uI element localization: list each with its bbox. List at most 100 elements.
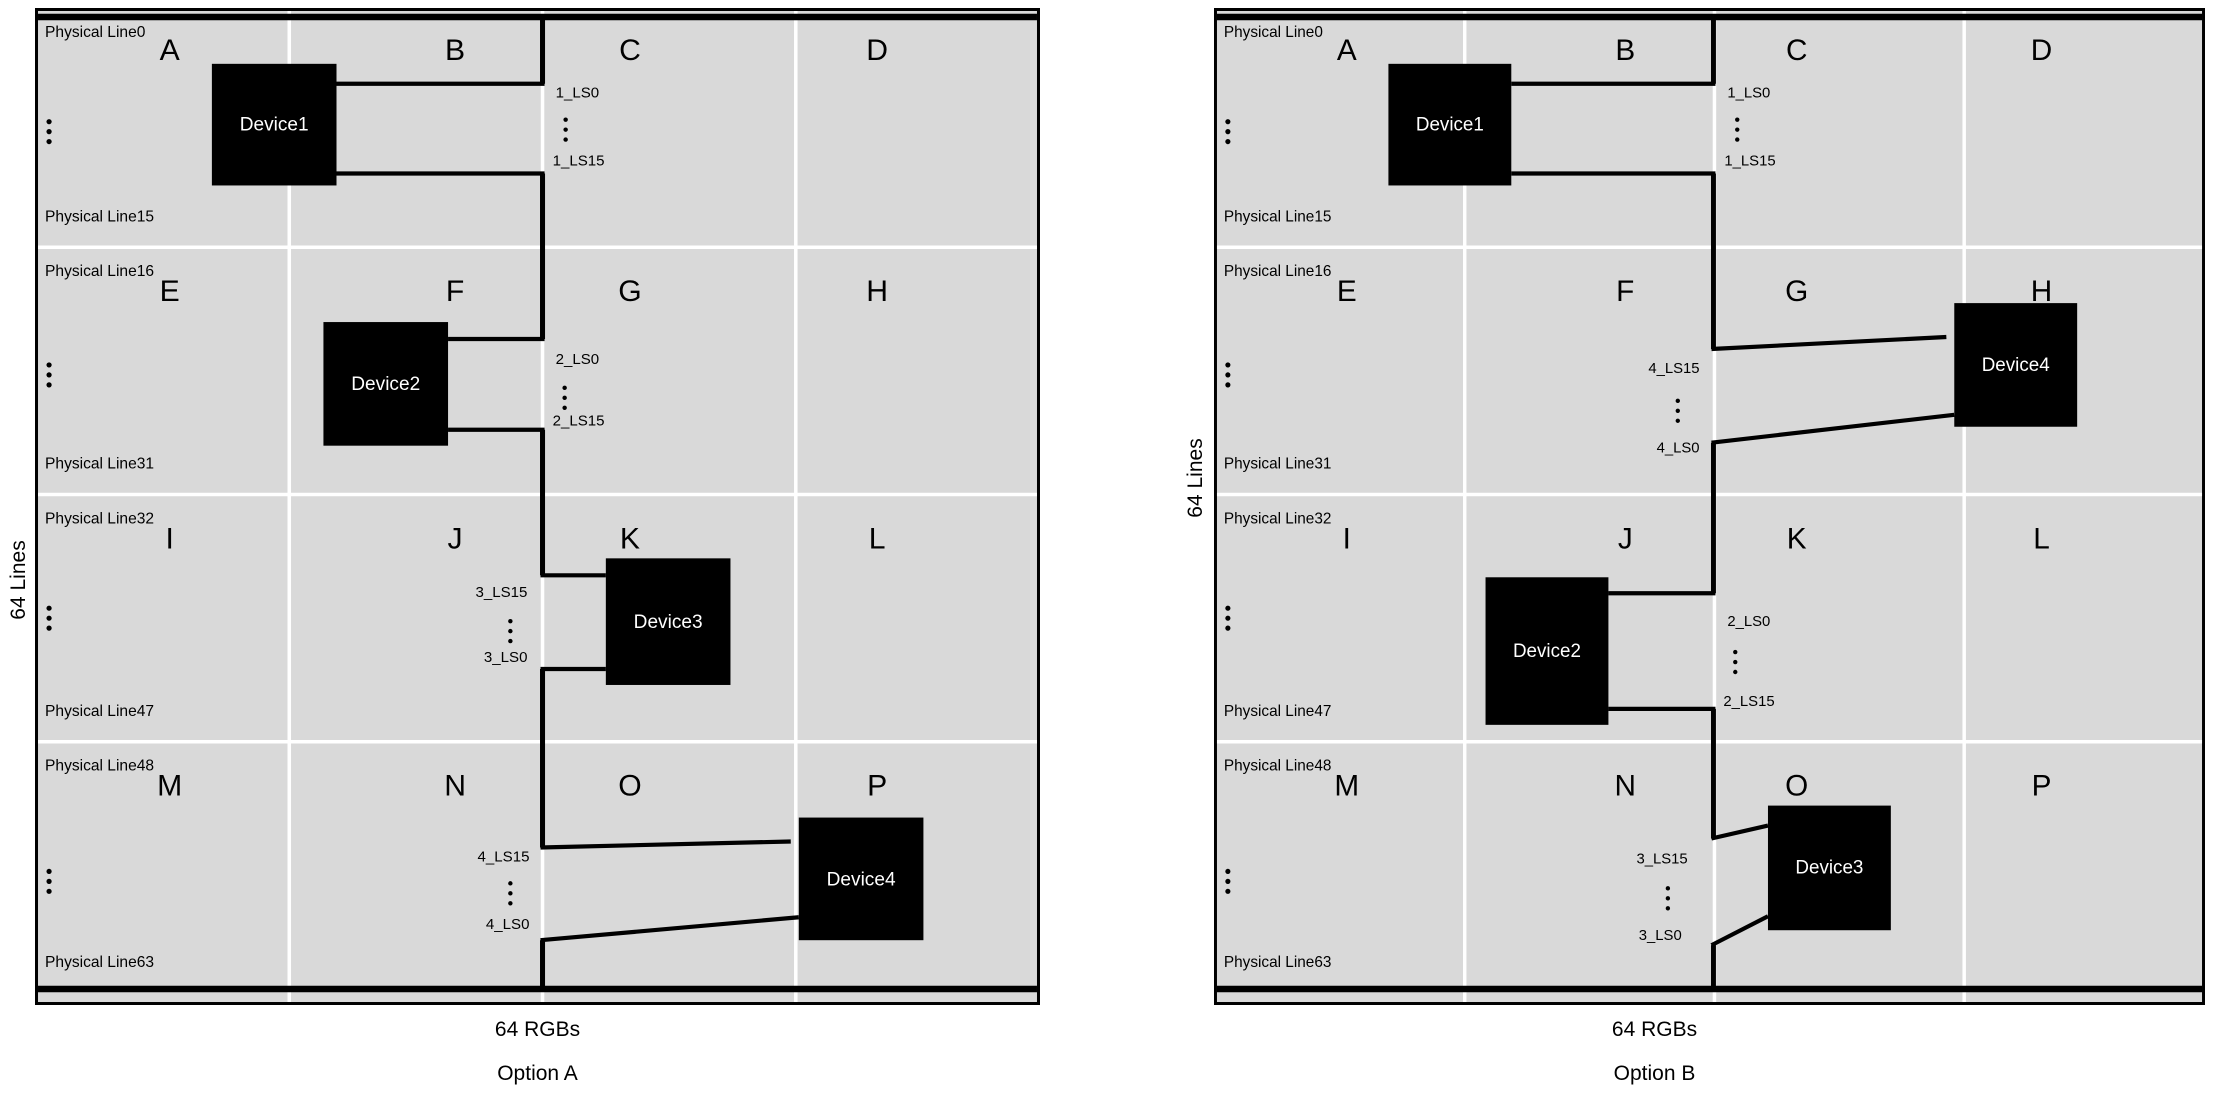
physical-line-label: Physical Line48 <box>1224 758 1331 775</box>
cell-label-f: F <box>1616 275 1634 308</box>
device4-box <box>798 817 924 941</box>
physical-line-label: Physical Line63 <box>1224 954 1331 971</box>
caption-option-b: Option B <box>1613 1062 1696 1085</box>
signal-label: 2_LS15 <box>553 413 605 430</box>
devices: Device1 Device2 Device3 Device4 <box>211 63 924 941</box>
device2-label: Device2 <box>351 374 420 395</box>
signal-label: 1_LS15 <box>553 153 605 170</box>
vertical-ellipsis-icon <box>1735 117 1740 142</box>
cell-label-l: L <box>869 522 886 555</box>
cell-label-j: J <box>448 522 463 555</box>
vertical-ellipsis-icon <box>1225 362 1231 388</box>
physical-line-label: Physical Line16 <box>1224 263 1331 280</box>
device1-box <box>211 63 337 186</box>
vertical-ellipsis-icon <box>46 868 52 894</box>
vertical-ellipsis-icon <box>508 618 513 644</box>
signal-label: 2_LS15 <box>1723 694 1774 710</box>
vertical-ellipsis-icon <box>508 881 513 906</box>
cell-label-c: C <box>619 34 641 67</box>
cell-label-h: H <box>866 275 888 308</box>
cell-label-f: F <box>446 275 464 308</box>
signal-label: 2_LS0 <box>1727 614 1770 630</box>
device2-box <box>1485 577 1609 725</box>
device1-label: Device1 <box>1416 115 1484 136</box>
device1-label: Device1 <box>240 115 309 136</box>
wiring <box>1216 13 2203 993</box>
physical-line-label: Physical Line32 <box>1224 510 1331 527</box>
device4-bottom-connector <box>1711 412 1955 445</box>
signal-label: 1_LS0 <box>556 85 600 102</box>
row-ellipsis-icons <box>46 119 52 894</box>
signal-label: 4_LS0 <box>486 916 530 933</box>
signal-label: 3_LS0 <box>1639 928 1682 944</box>
cell-label-a: A <box>1337 34 1357 67</box>
device3-top-connector <box>1711 823 1769 841</box>
cell-label-o: O <box>618 770 641 803</box>
cell-label-i: I <box>165 522 173 555</box>
vertical-ellipsis-icon <box>563 117 568 142</box>
physical-line-labels: Physical Line0 Physical Line15 Physical … <box>1224 24 1331 971</box>
cell-label-i: I <box>1343 522 1351 555</box>
device4-label: Device4 <box>827 869 896 890</box>
physical-line-label: Physical Line31 <box>45 456 154 473</box>
signal-label: 4_LS15 <box>1648 361 1699 377</box>
cell-label-k: K <box>620 522 640 555</box>
vertical-ellipsis-icon <box>1675 398 1680 423</box>
signal-label: 1_LS15 <box>1724 153 1775 169</box>
cell-label-k: K <box>1787 522 1807 555</box>
cell-label-g: G <box>618 275 641 308</box>
signal-label: 3_LS0 <box>484 649 528 666</box>
devices: Device1 Device4 Device2 Device3 <box>1388 63 2078 931</box>
device3-label: Device3 <box>634 612 703 633</box>
diagram-option-b: A B C D E F G H I J K L M N O P Physical… <box>1214 8 2205 1005</box>
cell-label-p: P <box>2032 770 2052 803</box>
cell-label-g: G <box>1785 275 1808 308</box>
device3-bottom-connector <box>1710 914 1769 948</box>
vertical-ellipsis-icon <box>46 605 52 631</box>
device4-label: Device4 <box>1982 355 2050 376</box>
cell-label-o: O <box>1785 770 1808 803</box>
vertical-ellipsis-icon <box>1225 605 1231 631</box>
diagram-option-a: A B C D E F G H I J K L M N O P Physical… <box>35 8 1040 1005</box>
x-axis-label-option-b: 64 RGBs <box>1611 1018 1698 1041</box>
physical-line-label: Physical Line47 <box>45 703 154 720</box>
vertical-ellipsis-icon <box>46 119 52 145</box>
cell-label-l: L <box>2033 522 2050 555</box>
cell-label-b: B <box>1615 34 1635 67</box>
cell-label-e: E <box>1337 275 1357 308</box>
cell-label-m: M <box>157 770 182 803</box>
cell-label-c: C <box>1786 34 1807 67</box>
cell-label-d: D <box>866 34 888 67</box>
signal-label: 3_LS15 <box>1636 851 1687 867</box>
vertical-ellipsis-icon <box>46 362 52 388</box>
row-ellipsis-icons <box>1225 119 1231 894</box>
physical-line-label: Physical Line15 <box>1224 208 1331 225</box>
device4-top-connector <box>1711 334 1947 352</box>
caption-option-a: Option A <box>497 1062 578 1085</box>
device3-box <box>1767 805 1891 931</box>
vertical-ellipsis-icon <box>1225 868 1231 894</box>
device4-box <box>1954 303 2078 427</box>
device1-box <box>1388 63 1512 186</box>
cell-label-d: D <box>2031 34 2052 67</box>
signal-labels: 1_LS0 1_LS15 2_LS0 2_LS15 3_LS15 3_LS0 4… <box>476 85 605 933</box>
cell-label-m: M <box>1334 770 1359 803</box>
cell-label-e: E <box>160 275 180 308</box>
cell-label-n: N <box>1615 770 1636 803</box>
physical-line-label: Physical Line16 <box>45 263 154 280</box>
device3-box <box>605 558 731 685</box>
physical-line-label: Physical Line48 <box>45 758 154 775</box>
y-axis-label-option-b: 64 Lines <box>1184 438 1207 518</box>
physical-line-label: Physical Line0 <box>1224 24 1323 41</box>
vertical-ellipsis-icon <box>1225 119 1231 145</box>
cell-label-b: B <box>445 34 465 67</box>
cell-label-h: H <box>2031 275 2052 308</box>
cell-label-j: J <box>1618 522 1633 555</box>
physical-line-label: Physical Line0 <box>45 24 146 41</box>
y-axis-label-option-a: 64 Lines <box>7 540 30 620</box>
matrix-background <box>1214 8 2205 1005</box>
device3-label: Device3 <box>1795 857 1863 878</box>
physical-line-label: Physical Line32 <box>45 511 154 528</box>
device2-box <box>323 322 449 446</box>
